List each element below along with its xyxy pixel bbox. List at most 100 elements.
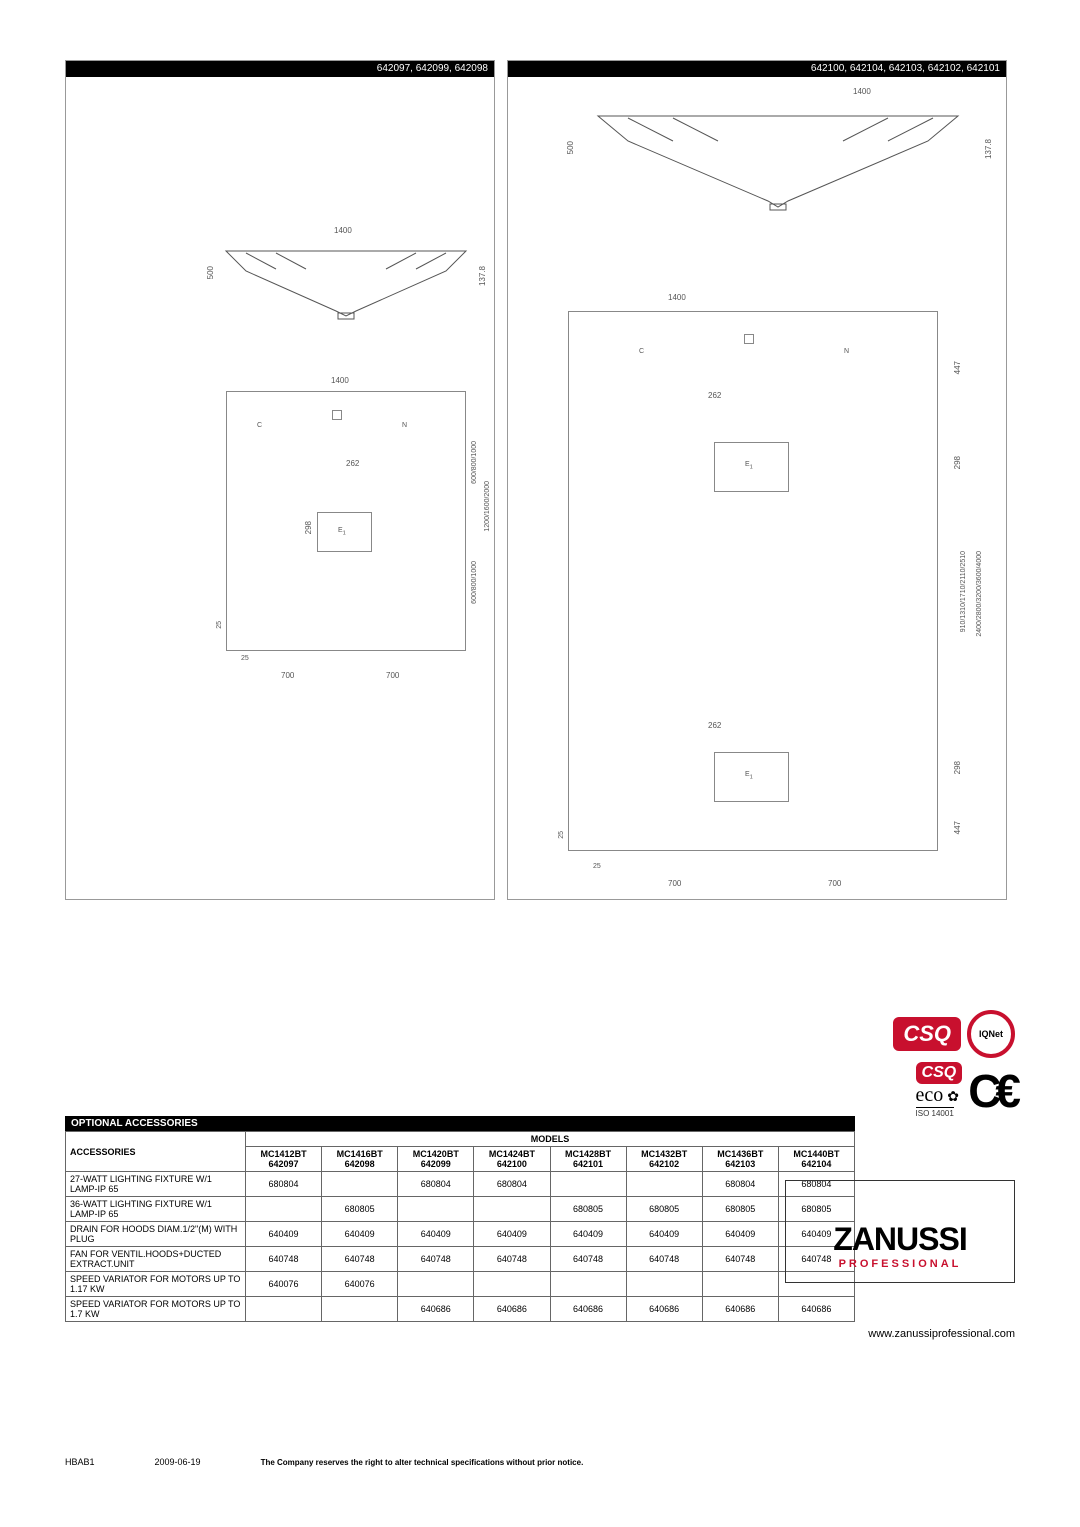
model-column-header: MC1428BT642101 [550,1147,626,1172]
zanussi-url: www.zanussiprofessional.com [868,1328,1015,1340]
accessory-value: 640686 [702,1297,778,1322]
models-header: MODELS [246,1132,855,1147]
model-column-header: MC1436BT642103 [702,1147,778,1172]
dim-137-left: 137.8 [478,266,487,286]
eco-text: eco [916,1084,944,1107]
dim-700a-right: 700 [668,879,681,888]
table-row: SPEED VARIATOR FOR MOTORS UP TO 1.7 KW 64… [66,1297,855,1322]
dim-447-bot: 447 [953,821,962,834]
footer: HBAB1 2009-06-19 The Company reserves th… [65,1457,583,1467]
dim-298-right: 298 [953,456,962,469]
accessory-value: 680804 [398,1172,474,1197]
model-column-header: MC1416BT642098 [322,1147,398,1172]
model-column-header: MC1420BT642099 [398,1147,474,1172]
accessory-value: 640409 [322,1222,398,1247]
model-column-header: MC1412BT642097 [246,1147,322,1172]
table-row: DRAIN FOR HOODS DIAM.1/2"(M) WITH PLUG64… [66,1222,855,1247]
dim-25b-left: 25 [241,655,249,662]
accessory-value [246,1297,322,1322]
accessory-value: 680805 [626,1197,702,1222]
right-plan-box: C N E1 E1 [568,311,938,851]
accessory-name: SPEED VARIATOR FOR MOTORS UP TO 1.7 KW [66,1297,246,1322]
left-panel-header: 642097, 642099, 642098 [66,61,494,77]
dim-v2-right: 2400/2800/3200/3600/4000 [976,551,983,637]
accessory-value [550,1272,626,1297]
dim-25a-left: 25 [216,621,223,629]
accessory-value: 640748 [246,1247,322,1272]
accessory-value: 680804 [246,1172,322,1197]
accessory-value: 680805 [550,1197,626,1222]
accessory-value [626,1272,702,1297]
dim-447-top: 447 [953,361,962,374]
dim-700b-right: 700 [828,879,841,888]
dim-1400-plan-left: 1400 [331,376,349,385]
zanussi-block: ZANUSSI PROFESSIONAL [785,1180,1015,1283]
accessory-value: 640076 [322,1272,398,1297]
cert-block: CSQ IQNet CSQ eco✿ ISO 14001 C€ [785,1010,1015,1123]
right-drawing-panel: 642100, 642104, 642103, 642102, 642101 1… [507,60,1007,900]
dim-500-left: 500 [206,266,215,279]
left-plan-box: C N E1 [226,391,466,651]
accessory-value: 680804 [702,1172,778,1197]
accessory-value: 640409 [246,1222,322,1247]
model-column-header: MC1432BT642102 [626,1147,702,1172]
right-profile-svg [578,101,978,211]
zanussi-logo: ZANUSSI [798,1221,1002,1258]
left-inner-box: E1 [317,512,372,552]
left-drawing-panel: 642097, 642099, 642098 1400 500 137.8 C … [65,60,495,900]
table-row: 27-WATT LIGHTING FIXTURE W/1 LAMP-IP 656… [66,1172,855,1197]
zanussi-sub: PROFESSIONAL [798,1258,1002,1270]
accessory-value: 640409 [702,1222,778,1247]
accessory-value: 680805 [702,1197,778,1222]
accessory-value: 640686 [474,1297,550,1322]
dim-v1-left: 600/800/1000 [471,441,478,484]
section-title: OPTIONAL ACCESSORIES [65,1116,855,1131]
table-row: 36-WATT LIGHTING FIXTURE W/1 LAMP-IP 65 6… [66,1197,855,1222]
right-panel-header: 642100, 642104, 642103, 642102, 642101 [508,61,1006,77]
accessory-value: 640748 [702,1247,778,1272]
dim-1400-plan-right: 1400 [668,293,686,302]
accessory-value: 640409 [474,1222,550,1247]
dim-25b-right: 25 [593,863,601,870]
model-column-header: MC1424BT642100 [474,1147,550,1172]
accessories-header: ACCESSORIES [66,1132,246,1172]
accessories-table: ACCESSORIES MODELS MC1412BT642097MC1416B… [65,1131,855,1322]
dim-700b-left: 700 [386,671,399,680]
accessory-name: 27-WATT LIGHTING FIXTURE W/1 LAMP-IP 65 [66,1172,246,1197]
accessory-value [398,1272,474,1297]
accessory-value [474,1197,550,1222]
accessory-value: 640748 [474,1247,550,1272]
accessory-value: 640686 [550,1297,626,1322]
csq-badge: CSQ [893,1017,961,1051]
dim-298-left: 298 [304,521,313,534]
dim-262-right: 262 [708,391,721,400]
accessory-value: 640748 [322,1247,398,1272]
accessory-value [398,1197,474,1222]
accessory-value: 640686 [626,1297,702,1322]
footer-notice: The Company reserves the right to alter … [261,1458,584,1467]
accessory-value: 640409 [398,1222,474,1247]
accessory-value [702,1272,778,1297]
csq-badge-small: CSQ [916,1062,963,1084]
dim-298-bot: 298 [953,761,962,774]
dim-v3-left: 600/800/1000 [471,561,478,604]
dim-v2-left: 1200/1600/2000 [484,481,491,532]
ce-mark: C€ [968,1064,1015,1118]
accessory-value: 640686 [778,1297,854,1322]
accessory-value: 640409 [626,1222,702,1247]
dim-1400-right: 1400 [853,87,871,96]
footer-code: HBAB1 [65,1457,95,1467]
accessory-name: SPEED VARIATOR FOR MOTORS UP TO 1.17 KW [66,1272,246,1297]
accessories-table-wrap: OPTIONAL ACCESSORIES ACCESSORIES MODELS … [65,1116,855,1322]
table-row: SPEED VARIATOR FOR MOTORS UP TO 1.17 KW 6… [66,1272,855,1297]
footer-date: 2009-06-19 [155,1457,201,1467]
left-profile-svg [216,241,476,321]
accessory-name: 36-WATT LIGHTING FIXTURE W/1 LAMP-IP 65 [66,1197,246,1222]
dim-500-right: 500 [566,141,575,154]
accessory-value: 640748 [626,1247,702,1272]
accessory-value [550,1172,626,1197]
dim-262-left: 262 [346,459,359,468]
accessory-value: 640686 [398,1297,474,1322]
accessory-value [626,1172,702,1197]
table-row: FAN FOR VENTIL.HOODS+DUCTED EXTRACT.UNIT… [66,1247,855,1272]
